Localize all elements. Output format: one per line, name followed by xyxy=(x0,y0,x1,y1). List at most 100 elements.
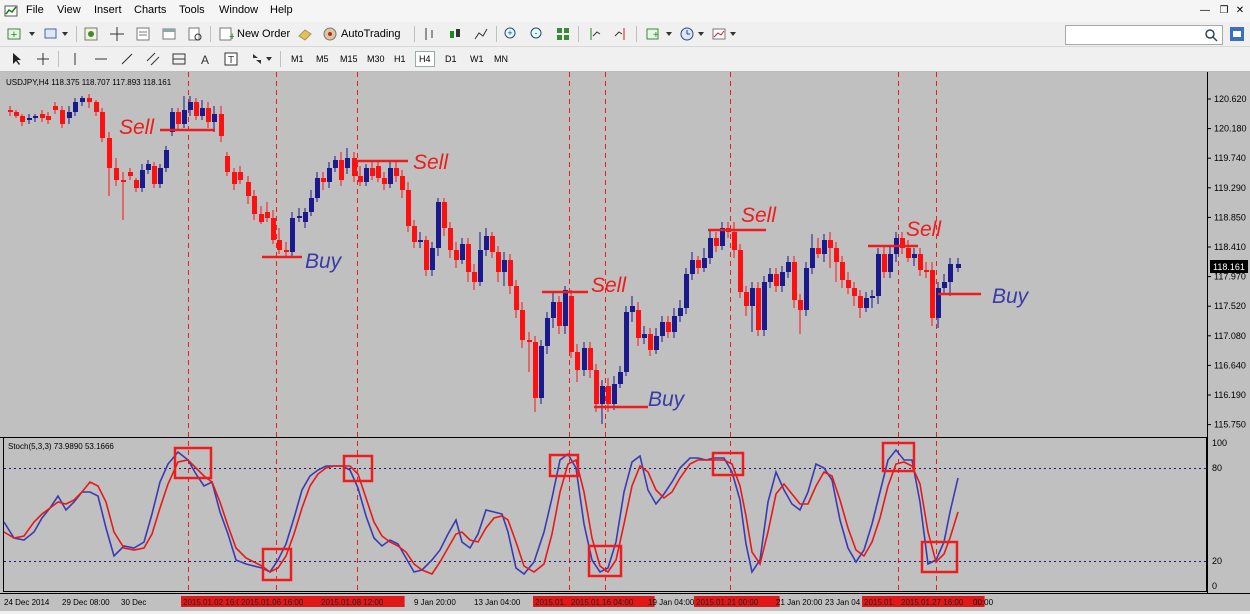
bear-candle xyxy=(114,168,119,180)
bull-candle xyxy=(708,238,713,258)
chart-canvas[interactable]: USDJPY,H4 118.375 118.707 117.893 118.16… xyxy=(0,72,1250,611)
bear-candle xyxy=(588,348,593,370)
price-scale: 120.620 120.180 119.740 119.290 118.850 118.4… xyxy=(1207,94,1247,430)
chevron-down-icon[interactable] xyxy=(60,25,70,43)
bear-candle xyxy=(732,232,737,250)
profiles-icon[interactable] xyxy=(42,25,60,43)
new-chart-icon[interactable]: + xyxy=(6,25,24,43)
terminal-icon[interactable] xyxy=(160,25,178,43)
bull-candle xyxy=(942,282,947,288)
new-order-button[interactable]: + New Order xyxy=(218,25,290,43)
text-label-icon[interactable]: T xyxy=(222,50,240,68)
autotrading-button[interactable]: AutoTrading xyxy=(322,25,401,43)
bear-candle xyxy=(206,108,211,122)
history-center-icon[interactable] xyxy=(296,25,314,43)
bear-candle xyxy=(924,270,929,272)
bull-candle xyxy=(678,308,683,316)
timeframe-m30[interactable]: M30 xyxy=(367,54,385,64)
zoom-out-icon[interactable]: - xyxy=(528,25,546,43)
cursor-icon[interactable] xyxy=(8,50,26,68)
market-watch-icon[interactable] xyxy=(82,25,100,43)
crosshair-move-icon[interactable] xyxy=(108,25,126,43)
new-order-icon: + xyxy=(219,27,234,42)
bull-candle xyxy=(146,164,151,170)
bull-candle xyxy=(864,298,869,308)
vertical-line-icon[interactable] xyxy=(66,50,84,68)
bear-candle xyxy=(339,160,344,180)
chart-window[interactable]: USDJPY,H4 118.375 118.707 117.893 118.16… xyxy=(0,72,1250,611)
price-label: 118.850 xyxy=(1214,212,1246,222)
menu-tools[interactable]: Tools xyxy=(179,4,205,16)
chevron-down-icon[interactable] xyxy=(27,25,37,43)
menu-help[interactable]: Help xyxy=(270,4,293,16)
indicators-icon[interactable]: + xyxy=(644,25,662,43)
auto-scroll-icon[interactable] xyxy=(586,25,604,43)
time-label: 2015.01.06 16:00 xyxy=(241,598,304,607)
bear-candle xyxy=(900,238,905,248)
search-input[interactable] xyxy=(1065,25,1223,45)
menu-insert[interactable]: Insert xyxy=(94,4,122,16)
timeframe-h1[interactable]: H1 xyxy=(394,54,406,64)
menu-file[interactable]: File xyxy=(26,4,44,16)
bear-candle xyxy=(442,202,447,228)
horizontal-line-icon[interactable] xyxy=(92,50,110,68)
separator xyxy=(280,51,281,67)
menu-window[interactable]: Window xyxy=(219,4,259,16)
signal-highlight-box xyxy=(342,454,374,483)
timeframe-m15[interactable]: M15 xyxy=(340,54,358,64)
timeframe-m5[interactable]: M5 xyxy=(316,54,329,64)
timeframe-w1[interactable]: W1 xyxy=(470,54,484,64)
timeframe-d1[interactable]: D1 xyxy=(445,54,457,64)
strategy-tester-icon[interactable] xyxy=(186,25,204,43)
price-label: 119.740 xyxy=(1214,153,1246,163)
time-label: 2015.01. xyxy=(535,598,566,607)
time-label: 9 Jan 20:00 xyxy=(414,598,456,607)
chevron-down-icon[interactable] xyxy=(696,25,706,43)
fibonacci-icon[interactable] xyxy=(170,50,188,68)
line-chart-icon[interactable] xyxy=(472,25,490,43)
search-icon[interactable] xyxy=(1204,28,1218,42)
bear-candle xyxy=(60,110,65,124)
price-label: 119.290 xyxy=(1214,183,1246,193)
candlestick-icon[interactable] xyxy=(446,25,464,43)
channel-icon[interactable] xyxy=(144,50,162,68)
restore-icon[interactable]: ❐ xyxy=(1219,5,1229,16)
tile-windows-icon[interactable] xyxy=(554,25,572,43)
bear-candle xyxy=(277,240,282,250)
crosshair-icon[interactable] xyxy=(34,50,52,68)
menu-charts[interactable]: Charts xyxy=(134,4,167,16)
signal-levels xyxy=(160,128,981,409)
menu-view[interactable]: View xyxy=(57,4,81,16)
trendline-icon[interactable] xyxy=(118,50,136,68)
current-price: 118.161 xyxy=(1213,262,1245,272)
zoom-in-icon[interactable]: + xyxy=(502,25,520,43)
timeframe-m1[interactable]: M1 xyxy=(291,54,304,64)
chevron-down-icon[interactable] xyxy=(664,25,674,43)
bear-candle xyxy=(400,176,405,190)
signal-lines xyxy=(188,72,937,593)
minimize-icon[interactable]: — xyxy=(1200,5,1210,16)
chevron-down-icon[interactable] xyxy=(264,50,274,68)
chart-shift-icon[interactable] xyxy=(612,25,630,43)
stoch-main-line xyxy=(3,448,959,576)
signal-highlight-box xyxy=(920,540,959,574)
templates-icon[interactable] xyxy=(710,25,728,43)
svg-text:+: + xyxy=(507,28,512,38)
account-icon[interactable] xyxy=(1228,25,1246,43)
app-icon xyxy=(4,5,18,17)
sell-label: Sell xyxy=(119,116,155,139)
navigator-icon[interactable] xyxy=(134,25,152,43)
bar-chart-icon[interactable] xyxy=(420,25,438,43)
arrows-icon[interactable] xyxy=(248,50,266,68)
periods-icon[interactable] xyxy=(678,25,696,43)
bull-candle xyxy=(27,118,32,120)
close-icon[interactable]: ✕ xyxy=(1235,5,1245,16)
bull-candle xyxy=(430,248,435,270)
current-price-tag xyxy=(1210,260,1248,273)
bear-candle xyxy=(828,240,833,248)
timeframe-h4[interactable]: H4 xyxy=(415,51,435,67)
text-tool-icon[interactable]: A xyxy=(196,50,214,68)
chevron-down-icon[interactable] xyxy=(728,25,738,43)
timeframe-mn[interactable]: MN xyxy=(494,54,508,64)
time-label: 23 Jan 04 xyxy=(825,598,861,607)
